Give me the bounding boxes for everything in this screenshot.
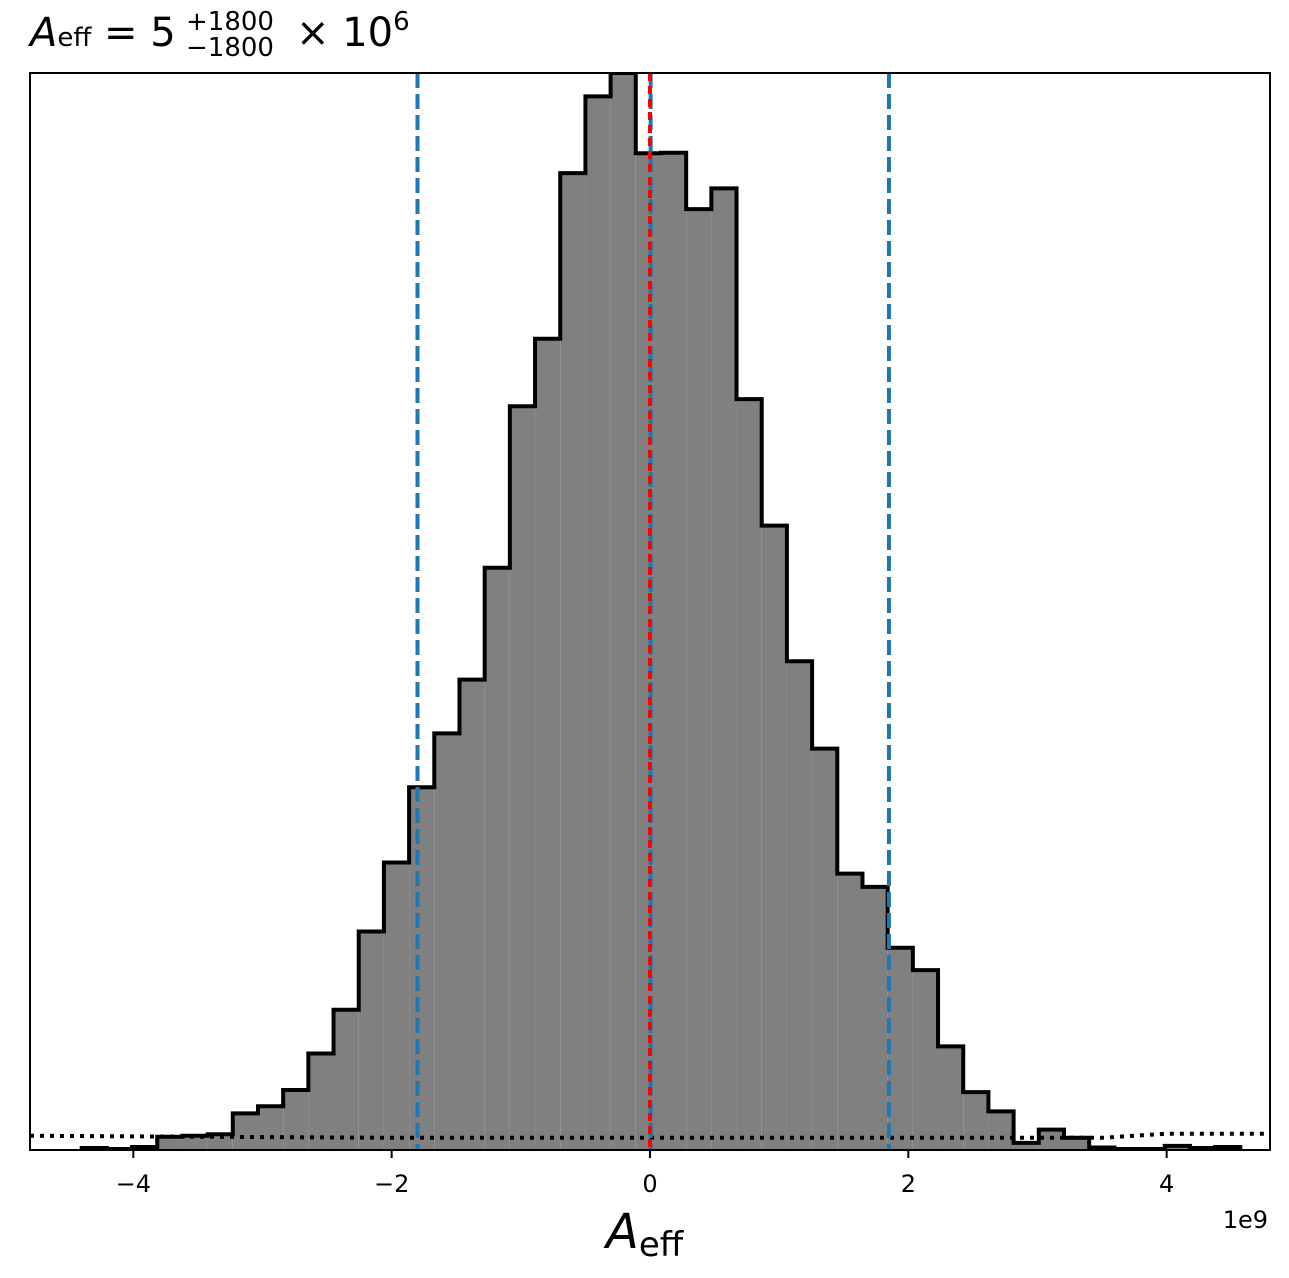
- histogram-bar: [912, 970, 939, 1150]
- chart-title: Aeff = 5: [27, 10, 176, 56]
- histogram-bar: [837, 873, 863, 1150]
- histogram-outline: [79, 73, 1243, 1150]
- histogram-bar: [484, 567, 510, 1150]
- title-times: × 10: [296, 10, 393, 56]
- title-symbol-sub: eff: [57, 23, 92, 53]
- histogram-bar: [383, 862, 410, 1150]
- title-symbol: A: [27, 10, 57, 56]
- xlabel-symbol: A: [603, 1204, 639, 1260]
- title-lower-error: −1800: [186, 33, 274, 63]
- histogram-bar: [862, 886, 888, 1150]
- title-equals: = 5: [91, 10, 175, 56]
- histogram-bar: [1164, 1145, 1190, 1150]
- histogram-bar: [711, 188, 737, 1150]
- histogram-bar: [333, 1009, 359, 1150]
- histogram-bar: [887, 947, 913, 1150]
- histogram-bar: [1063, 1137, 1090, 1150]
- histogram-bar: [736, 399, 762, 1150]
- title-upper-error: +1800: [186, 7, 274, 37]
- histogram-bar: [938, 1046, 964, 1150]
- histogram-bar: [1038, 1129, 1064, 1150]
- histogram-bar: [686, 209, 712, 1150]
- histogram-bar: [257, 1106, 284, 1150]
- x-axis-label: Aeff: [603, 1204, 685, 1265]
- histogram-bar: [232, 1113, 258, 1150]
- histogram-bar: [535, 338, 561, 1150]
- histogram-bar: [358, 931, 384, 1150]
- x-tick-label: 2: [901, 1170, 916, 1198]
- x-tick-label: −2: [374, 1170, 409, 1198]
- prior-line-group: [30, 1131, 1270, 1140]
- histogram-bar: [585, 96, 611, 1150]
- x-tick-label: −4: [116, 1170, 151, 1198]
- x-tick-label: 0: [642, 1170, 657, 1198]
- x-ticks-group: −4 −2 0 2 4: [116, 1150, 1174, 1198]
- title-exponent: 6: [393, 7, 410, 37]
- histogram-bar: [660, 152, 687, 1150]
- histogram-bar: [434, 733, 460, 1150]
- histogram-bar: [283, 1090, 309, 1150]
- title-multiplier: × 106: [296, 7, 410, 56]
- histogram-bar: [157, 1136, 183, 1150]
- histogram-bar: [308, 1053, 334, 1150]
- histogram-bar: [988, 1111, 1014, 1150]
- histogram-bar: [560, 173, 586, 1150]
- histogram-outline-group: [79, 73, 1243, 1150]
- xlabel-sub: eff: [639, 1225, 685, 1265]
- histogram-bar: [786, 661, 813, 1150]
- histogram-bar: [761, 525, 787, 1150]
- histogram-bar: [610, 73, 636, 1150]
- histogram-bar: [182, 1135, 208, 1150]
- histogram-bar: [509, 406, 536, 1150]
- histogram-bar: [812, 748, 838, 1150]
- histogram-bar: [963, 1092, 989, 1150]
- histogram-bar: [409, 787, 435, 1150]
- histogram-bars: [81, 73, 1241, 1150]
- vertical-lines-group: [415, 73, 891, 1150]
- histogram-bar: [1013, 1142, 1039, 1150]
- x-offset-text: 1e9: [1223, 1206, 1268, 1234]
- prior-line: [30, 1131, 1270, 1140]
- histogram-bar: [459, 679, 485, 1150]
- x-tick-label: 4: [1159, 1170, 1174, 1198]
